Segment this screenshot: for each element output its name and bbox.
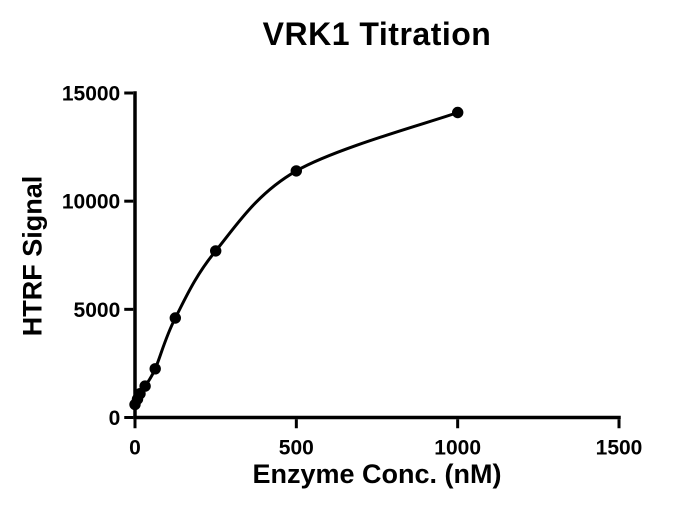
data-point [210, 245, 222, 257]
fit-curve [133, 111, 460, 406]
y-tick-label: 15000 [62, 83, 120, 106]
x-tick-label: 1000 [434, 436, 481, 459]
y-tick-label: 5000 [74, 299, 121, 322]
x-axis-label: Enzyme Conc. (nM) [252, 459, 502, 489]
data-point [169, 312, 181, 324]
data-point [149, 363, 161, 375]
x-tick-label: 1500 [596, 436, 643, 459]
chart-title: VRK1 Titration [262, 16, 492, 52]
y-tick-label: 10000 [62, 191, 120, 214]
data-point [290, 165, 302, 177]
data-point [452, 106, 464, 119]
y-tick-label: 0 [109, 407, 121, 430]
data-point [139, 380, 151, 392]
x-tick-label: 0 [129, 436, 141, 459]
x-tick-label: 500 [279, 436, 314, 459]
